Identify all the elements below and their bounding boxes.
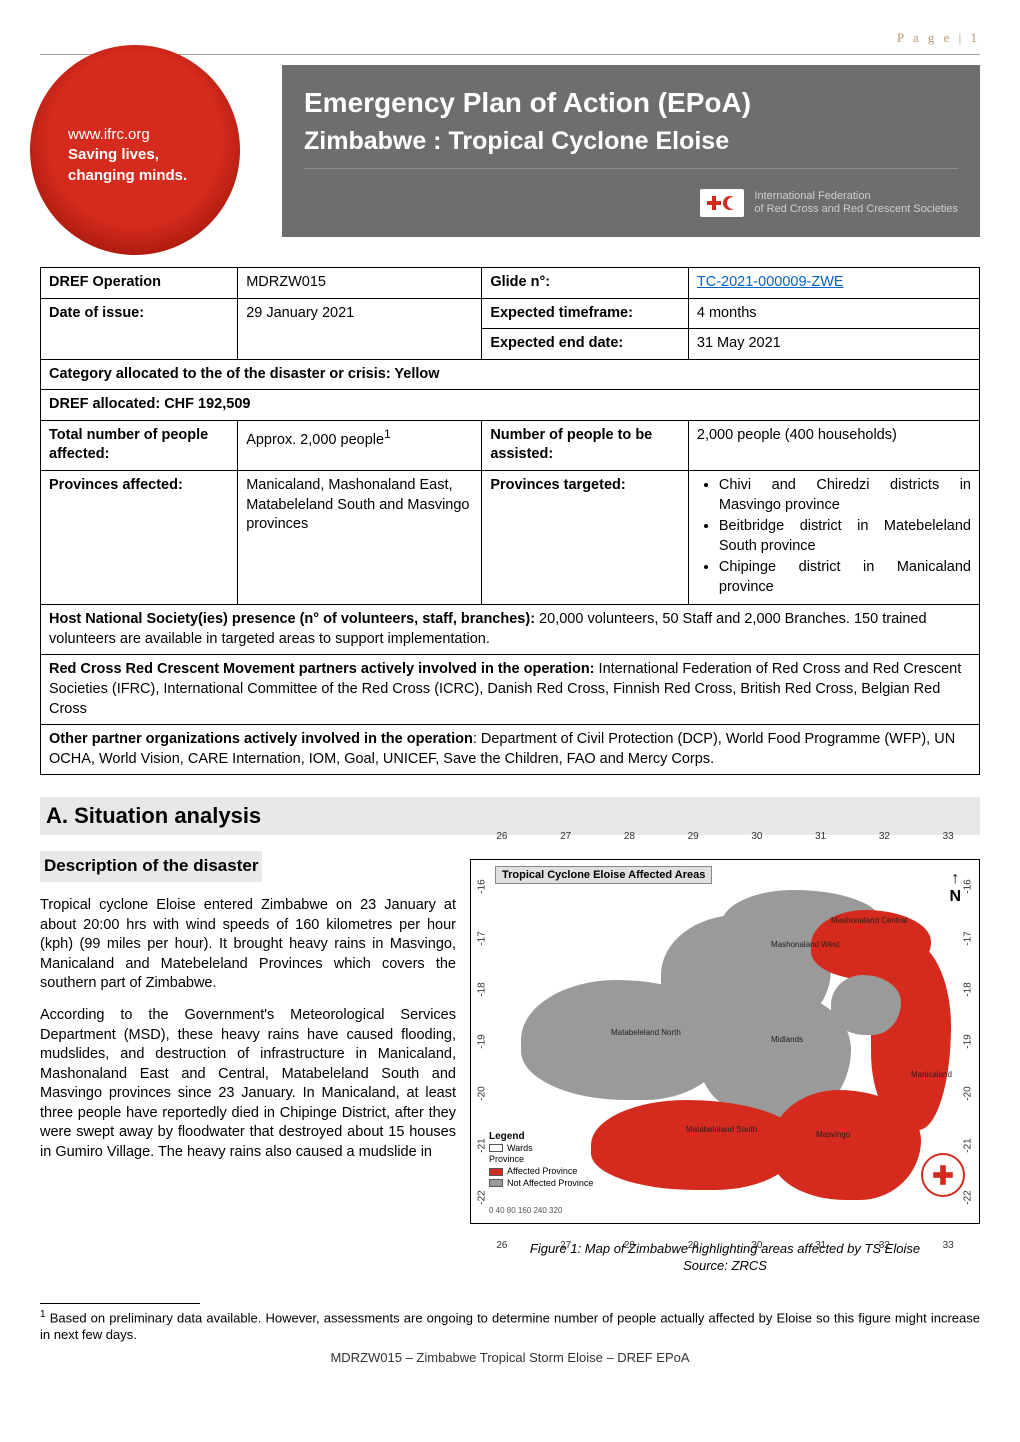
- header-block: www.ifrc.org Saving lives, changing mind…: [40, 65, 980, 237]
- cell-assisted-label: Number of people to be assisted:: [482, 420, 689, 470]
- province-label: Matabeleland North: [611, 1028, 681, 1037]
- doc-subtitle: Zimbabwe : Tropical Cyclone Eloise: [304, 127, 958, 169]
- province-label: Matabeleland South: [686, 1125, 757, 1134]
- subsection-heading: Description of the disaster: [40, 851, 262, 882]
- map-frame: Tropical Cyclone Eloise Affected Areas N…: [470, 859, 980, 1224]
- north-arrow-icon: N: [949, 870, 961, 906]
- section-a-heading: A. Situation analysis: [40, 797, 980, 835]
- footer-line: MDRZW015 – Zimbabwe Tropical Storm Elois…: [40, 1350, 980, 1365]
- cell-enddate-value: 31 May 2021: [688, 329, 979, 360]
- footnote-1: 1 Based on preliminary data available. H…: [40, 1308, 980, 1344]
- brand-line-1: International Federation: [754, 190, 958, 203]
- targeted-bullet: Chivi and Chiredzi districts in Masvingo…: [719, 476, 971, 515]
- cell-dref-allocated: DREF allocated: CHF 192,509: [41, 390, 980, 421]
- cell-dref-op-label: DREF Operation: [41, 268, 238, 299]
- cell-prov-targeted-label: Provinces targeted:: [482, 470, 689, 604]
- red-cross-crescent-icon: [700, 189, 744, 217]
- cell-prov-affected-label: Provinces affected:: [41, 470, 238, 604]
- cell-date-label: Date of issue:: [41, 298, 238, 359]
- cell-total-affected-value: Approx. 2,000 people1: [238, 420, 482, 470]
- cell-date-value: 29 January 2021: [238, 298, 482, 359]
- legend-item: Affected Province: [489, 1166, 593, 1178]
- cell-glide-label: Glide n°:: [482, 268, 689, 299]
- cell-assisted-value: 2,000 people (400 households): [688, 420, 979, 470]
- province-label: Masvingo: [816, 1130, 850, 1139]
- legend-item: Province: [489, 1154, 593, 1166]
- cell-enddate-label: Expected end date:: [482, 329, 689, 360]
- cell-prov-targeted-value: Chivi and Chiredzi districts in Masvingo…: [688, 470, 979, 604]
- legend-item: Wards: [489, 1143, 593, 1155]
- province-label: Mashonaland Central: [831, 916, 907, 925]
- logo-tagline-1: Saving lives,: [68, 145, 187, 165]
- cell-category: Category allocated to the of the disaste…: [41, 359, 980, 390]
- cell-total-affected-label: Total number of people affected:: [41, 420, 238, 470]
- doc-title: Emergency Plan of Action (EPoA): [304, 87, 958, 119]
- cell-rc-partners: Red Cross Red Crescent Movement partners…: [41, 655, 980, 725]
- legend-item: Not Affected Province: [489, 1178, 593, 1190]
- red-cross-logo-icon: [921, 1153, 965, 1197]
- cell-timeframe-value: 4 months: [688, 298, 979, 329]
- province-label: Midlands: [771, 1035, 803, 1044]
- map-figure: 2627282930313233 Tropical Cyclone Eloise…: [470, 845, 980, 1275]
- title-panel: Emergency Plan of Action (EPoA) Zimbabwe…: [282, 65, 980, 237]
- cell-prov-affected-value: Manicaland, Mashonaland East, Matabelela…: [238, 470, 482, 604]
- logo-url: www.ifrc.org: [68, 125, 187, 145]
- province-label: Mashonaland West: [771, 940, 839, 949]
- targeted-bullet: Beitbridge district in Matebeleland Sout…: [719, 517, 971, 556]
- info-table: DREF Operation MDRZW015 Glide n°: TC-202…: [40, 267, 980, 775]
- cell-other-partners: Other partner organizations actively inv…: [41, 725, 980, 775]
- map-title: Tropical Cyclone Eloise Affected Areas: [495, 866, 712, 884]
- map-scale-bar: 0 40 80 160 240 320: [489, 1206, 562, 1215]
- logo-tagline-2: changing minds.: [68, 166, 187, 186]
- ifrc-logo-circle: www.ifrc.org Saving lives, changing mind…: [40, 65, 270, 235]
- para-2: According to the Government's Meteorolog…: [40, 1006, 456, 1163]
- province-label: Manicaland: [911, 1070, 952, 1079]
- brand-line-2: of Red Cross and Red Crescent Societies: [754, 203, 958, 216]
- cell-timeframe-label: Expected timeframe:: [482, 298, 689, 329]
- cell-dref-op-value: MDRZW015: [238, 268, 482, 299]
- cell-glide-link[interactable]: TC-2021-000009-ZWE: [688, 268, 979, 299]
- map-legend: Legend WardsProvinceAffected ProvinceNot…: [489, 1130, 593, 1190]
- para-1: Tropical cyclone Eloise entered Zimbabwe…: [40, 896, 456, 994]
- footnote-rule: [40, 1303, 200, 1304]
- cell-host-ns: Host National Society(ies) presence (n° …: [41, 605, 980, 655]
- ifrc-brand: International Federation of Red Cross an…: [304, 189, 958, 217]
- page-number: P a g e | 1: [40, 30, 980, 46]
- targeted-bullet: Chipinge district in Manicaland province: [719, 558, 971, 597]
